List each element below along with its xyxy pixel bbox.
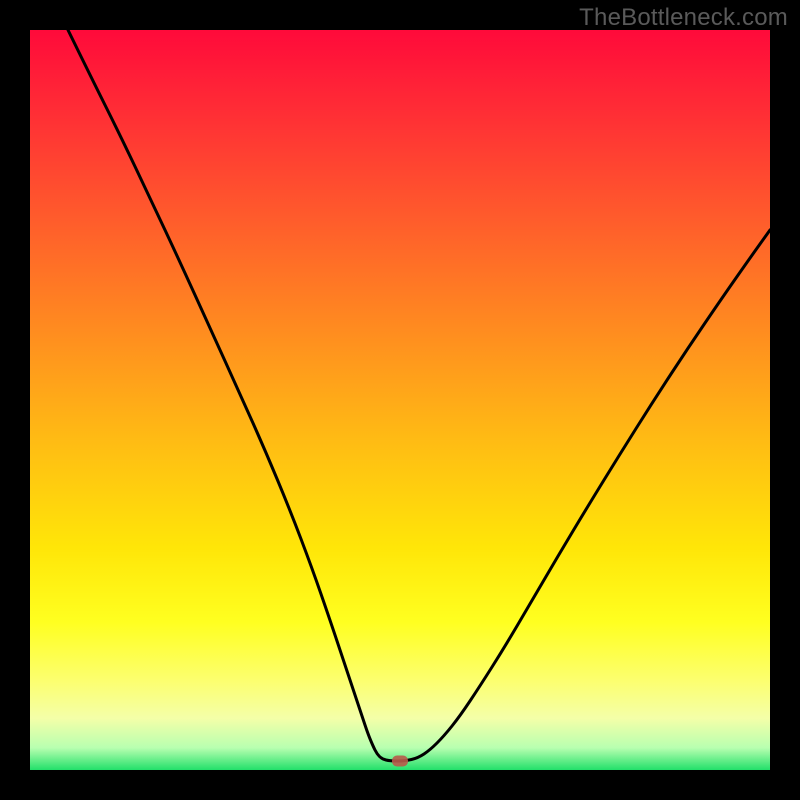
chart-frame: TheBottleneck.com	[0, 0, 800, 800]
bottleneck-chart	[30, 30, 770, 770]
optimal-marker	[392, 756, 408, 767]
watermark-text: TheBottleneck.com	[579, 4, 788, 32]
gradient-background	[30, 30, 770, 770]
